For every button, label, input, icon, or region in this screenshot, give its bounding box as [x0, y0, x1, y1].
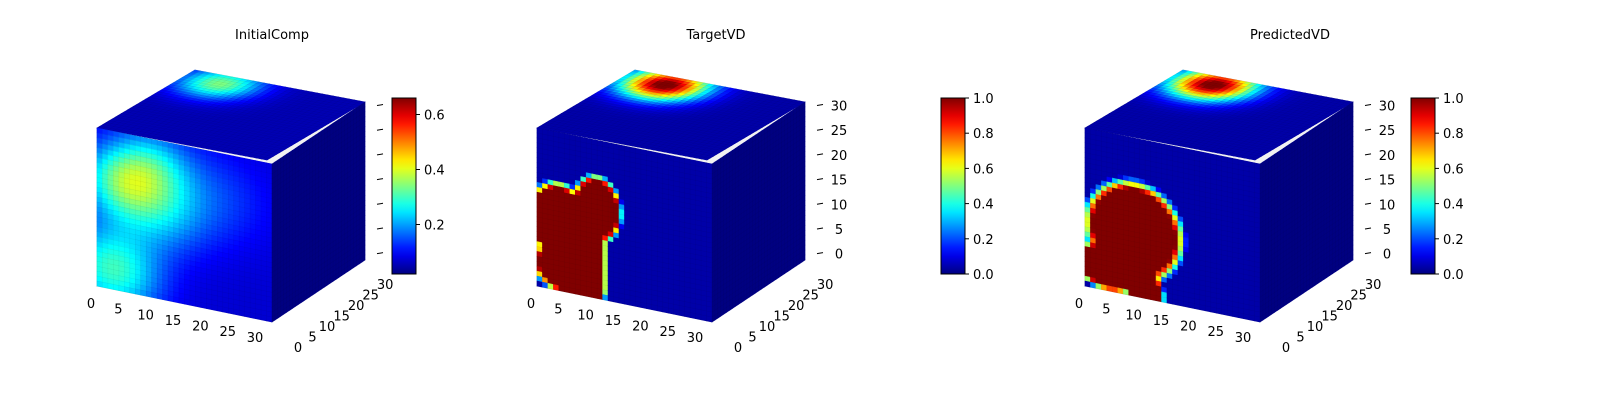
x-tick-label: 0	[87, 297, 95, 312]
panel-title-targetvd: TargetVD	[685, 28, 745, 43]
y-tick-label: 30	[377, 278, 394, 293]
z-tick-mark	[376, 153, 384, 156]
z-tick-mark	[376, 104, 384, 107]
x-tick-label: 25	[219, 325, 236, 340]
colorbar-tick-label: 0.2	[424, 219, 445, 234]
x-tick-label: 5	[114, 303, 122, 318]
x-tick-label: 20	[192, 320, 209, 335]
z-tick-mark	[376, 202, 384, 205]
x-tick-label: 30	[247, 331, 264, 346]
y-tick-label: 5	[308, 331, 316, 346]
voxel-face-top	[96, 69, 366, 161]
z-tick-mark	[376, 227, 384, 230]
y-tick-label: 0	[294, 341, 302, 356]
z-tick-mark	[376, 128, 384, 131]
panel-targetvd: TargetVD 0 5 10 15 20 25 300510152025300510152…	[527, 28, 994, 356]
colorbar-tick-label: 0.4	[424, 164, 445, 179]
colorbar-gradient	[391, 97, 417, 275]
colorbar-tick-label: 0.6	[424, 109, 445, 124]
z-tick-mark	[376, 252, 384, 255]
z-tick-mark	[376, 178, 384, 181]
panel-title-initialcomp: InitialComp	[235, 28, 309, 43]
x-tick-label: 10	[137, 308, 154, 323]
x-tick-label: 15	[165, 314, 182, 329]
colorbar-initialcomp: 0.2 0.4 0.6	[391, 97, 445, 275]
